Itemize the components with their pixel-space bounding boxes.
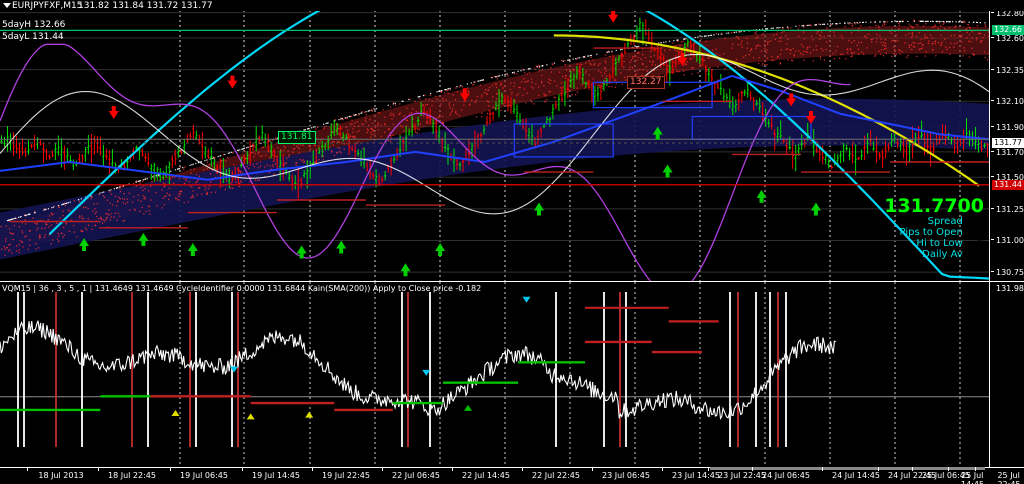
indicator-scale-tick: 131.984 [990,284,1024,293]
info-row-spread: Spread 0.5 [884,216,984,227]
time-tick-label: 22 Jul 22:45 [532,471,580,480]
time-tick-mark [752,467,753,471]
time-tick-label: 18 Jul 22:45 [108,471,156,480]
price-tick-label: 131.00 [996,236,1024,246]
time-tick-mark [975,467,976,471]
time-tick-mark [592,467,593,471]
time-tick-label: 25 Jul 22:45 [997,471,1020,484]
symbol-name: EURJPYFXF,M15 [12,1,83,11]
time-tick-mark [98,467,99,471]
info-label-daily-av: Daily Av [922,249,963,260]
time-tick-label: 25 Jul 14:45 [961,471,984,484]
chart-price-label-mid: 132.27 [627,76,665,89]
time-tick-label: 22 Jul 14:45 [462,471,510,480]
time-tick-mark [522,467,523,471]
time-tick-label: 19 Jul 22:45 [322,471,370,480]
indicator-canvas [0,282,989,467]
main-chart-pane[interactable] [0,0,1024,281]
time-tick-mark [27,467,28,471]
five-day-high-label: 5dayH 132.66 [2,20,66,30]
price-tick: 131.70 [990,148,1024,157]
info-value-pips-to-open: -1 [972,227,984,238]
price-tick-label: 132.10 [996,97,1024,107]
time-axis[interactable]: 18 Jul 2013 18 Jul 22:45 19 Jul 06:45 19 Ju… [0,467,1024,484]
time-tick-label: 19 Jul 06:45 [180,471,228,480]
price-label-bid: 131.77 [992,138,1024,149]
indicator-pane[interactable] [0,282,1024,467]
info-row-pips-to-open: Pips to Open -1 [884,227,984,238]
time-tick-mark [708,467,709,471]
triangle-down-icon[interactable] [3,3,11,8]
price-label-day-low: 131.44 [992,179,1024,190]
five-day-low-label: 5dayL 131.44 [2,32,64,42]
time-tick-label: 19 Jul 14:45 [252,471,300,480]
price-tick-label: 131.50 [996,173,1024,183]
indicator-scale-value: 131.984 [996,284,1024,293]
time-tick-label: 23 Jul 06:45 [602,471,650,480]
current-price: 131.7700 [884,195,984,217]
price-tick: 132.60 [990,34,1024,43]
time-tick-label: 25 Jul 06:45 [922,471,970,480]
info-row-hi-to-low: Hi to Low 6 [884,238,984,249]
info-label-spread: Spread [927,216,963,227]
price-tick: 132.10 [990,97,1024,106]
time-tick-label: 18 Jul 2013 [38,471,84,480]
time-tick-mark [948,467,949,471]
price-tick: 131.25 [990,205,1024,214]
chart-price-label-left: 131.81 [278,131,316,144]
info-label-pips-to-open: Pips to Open [899,227,963,238]
price-tick: 132.35 [990,66,1024,75]
indicator-scale[interactable]: 131.984 [989,282,1024,467]
info-value-hi-to-low: 6 [977,238,984,249]
time-tick-label: 24 Jul 14:45 [832,471,880,480]
price-tick: 131.90 [990,123,1024,132]
time-tick-mark [242,467,243,471]
price-tick-label: 132.60 [996,33,1024,43]
price-tick-label: 132.35 [996,65,1024,75]
time-axis-rule [0,467,1024,468]
time-tick-label: 23 Jul 22:45 [718,471,766,480]
time-tick-mark [662,467,663,471]
time-tick-label: 24 Jul 06:45 [762,471,810,480]
ohlc-values: 131.82 131.84 131.72 131.77 [78,1,213,11]
indicator-header-label: VQM15 | 36 , 3 , 5 , 1 | 131.4649 131.46… [2,284,482,293]
main-chart-canvas [0,0,990,281]
time-tick-label: 22 Jul 06:45 [392,471,440,480]
time-tick-mark [382,467,383,471]
time-tick-label: 23 Jul 14:45 [672,471,720,480]
price-tick-label: 131.70 [996,147,1024,157]
info-row-daily-av: Daily Av 10 [884,249,984,260]
info-value-daily-av: 10 [970,249,984,260]
time-tick-mark [912,467,913,471]
chart-scrollbar[interactable] [710,467,985,470]
time-tick-mark [312,467,313,471]
price-info-panel: 131.7700 Spread 0.5 Pips to Open -1 Hi t… [884,196,984,260]
price-tick-label: 131.25 [996,204,1024,214]
price-tick: 130.75 [990,268,1024,277]
price-scale[interactable]: 132.80 132.60 132.35 132.10 131.90 131.70 131.… [989,0,1024,281]
symbol-bar: EURJPYFXF,M15 131.82 131.84 131.72 131.7… [0,0,1024,11]
time-tick-label: 24 Jul 22:45 [888,471,936,480]
pane-divider[interactable] [0,281,1024,282]
price-label-day-high: 132.66 [992,25,1024,36]
time-tick-mark [822,467,823,471]
time-tick-mark [170,467,171,471]
price-tick: 131.00 [990,236,1024,245]
time-tick-mark [878,467,879,471]
price-tick-label: 132.80 [996,8,1024,18]
price-tick: 132.80 [990,9,1024,18]
price-tick-label: 130.75 [996,268,1024,278]
info-value-spread: 0.5 [966,216,984,227]
price-tick-label: 131.90 [996,122,1024,132]
time-tick-mark [452,467,453,471]
price-tick: 131.50 [990,173,1024,182]
info-label-hi-to-low: Hi to Low [916,238,963,249]
